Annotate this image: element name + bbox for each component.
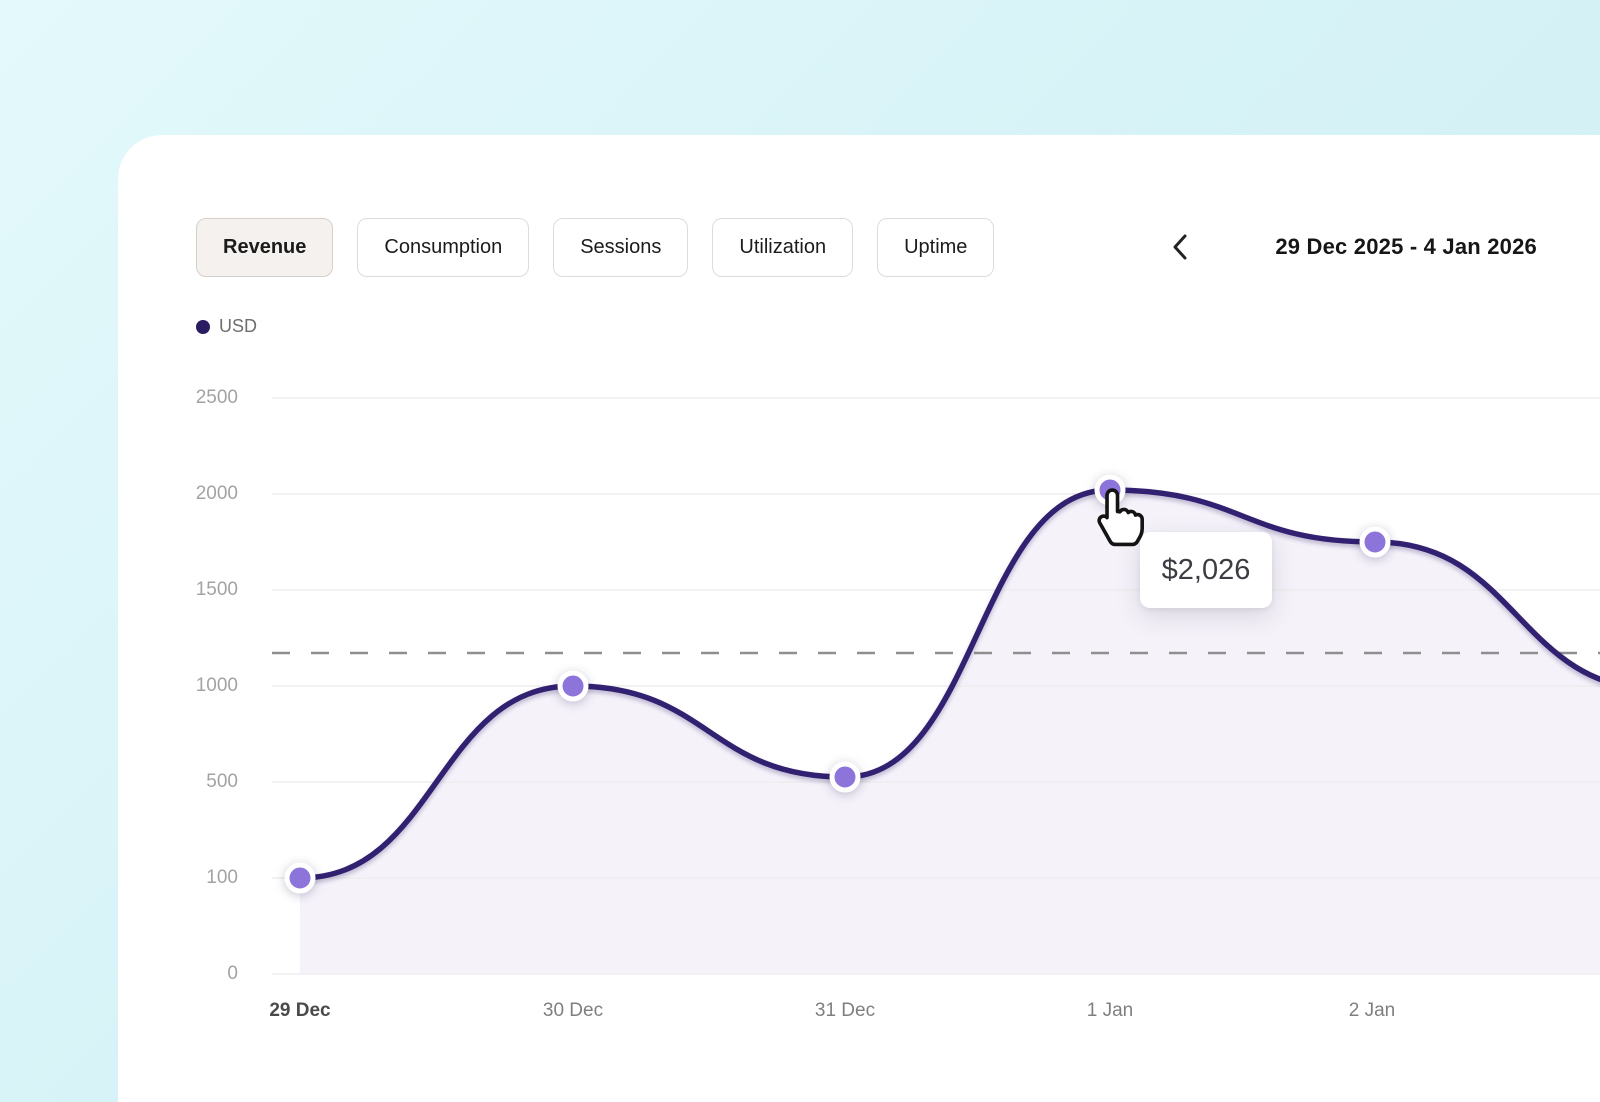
tab-revenue[interactable]: Revenue	[196, 218, 334, 277]
y-tick-1500: 1500	[195, 579, 238, 600]
tab-sessions[interactable]: Sessions	[553, 218, 689, 277]
x-tick-2-jan: 2 Jan	[1348, 1000, 1396, 1021]
y-tick-2500: 2500	[195, 387, 238, 408]
data-point-31-dec[interactable]	[829, 761, 861, 793]
value-tooltip: $2,026	[1140, 532, 1272, 608]
revenue-line	[297, 487, 1600, 881]
x-tick-1-jan: 1 Jan	[1086, 1000, 1134, 1021]
x-tick-30-dec: 30 Dec	[542, 1000, 604, 1021]
tab-consumption[interactable]: Consumption	[357, 218, 530, 277]
y-tick-100: 100	[206, 867, 238, 888]
x-tick-29-dec: 29 Dec	[269, 1000, 331, 1021]
chevron-left-icon	[1172, 234, 1188, 263]
usd-series-dot-icon	[196, 319, 210, 334]
x-tick-31-dec: 31 Dec	[814, 1000, 876, 1021]
y-tick-0: 0	[227, 963, 238, 984]
gridlines	[272, 397, 1600, 975]
usd-series-label: USD	[219, 316, 258, 336]
revenue-area-fill	[300, 490, 1600, 974]
tab-uptime[interactable]: Uptime	[877, 218, 995, 277]
data-point-2-jan[interactable]	[1359, 526, 1391, 558]
data-point-30-dec[interactable]	[557, 670, 589, 702]
date-range-label: 29 Dec 2025 - 4 Jan 2026	[1275, 234, 1537, 259]
chart-legend: USD	[196, 316, 257, 337]
y-tick-1000: 1000	[195, 675, 238, 696]
y-tick-500: 500	[206, 771, 238, 792]
previous-period-button[interactable]	[1164, 232, 1196, 264]
tab-utilization[interactable]: Utilization	[712, 218, 854, 277]
metric-tabs: Revenue Consumption Sessions Utilization…	[196, 218, 995, 277]
data-point-29-dec[interactable]	[284, 862, 316, 894]
cursor-pointer-icon	[1086, 486, 1144, 555]
y-tick-2000: 2000	[195, 483, 238, 504]
